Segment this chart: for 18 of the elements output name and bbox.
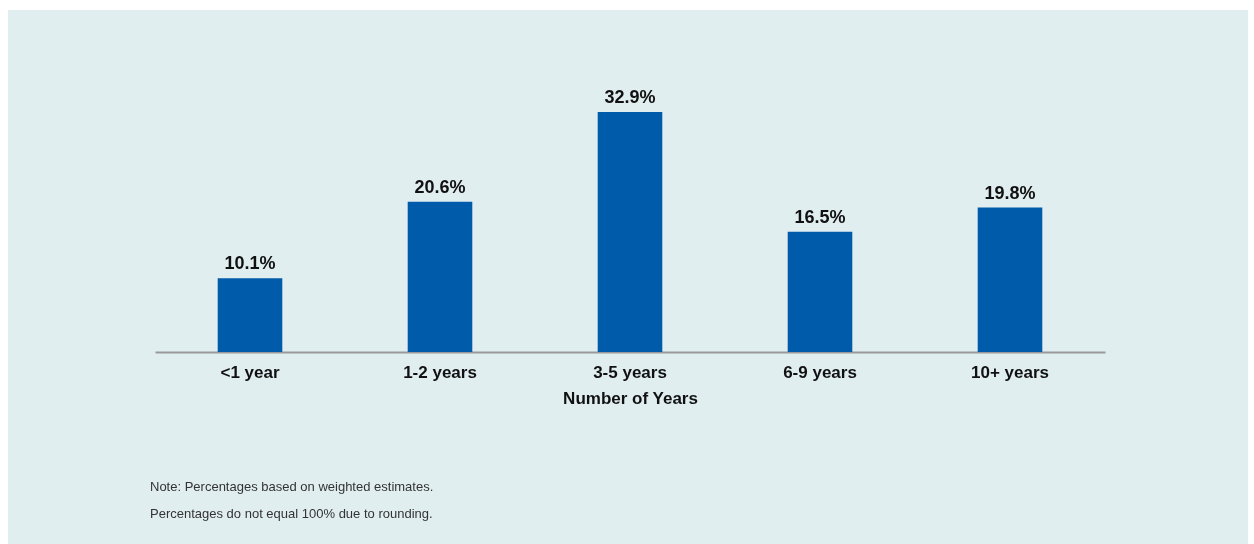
- bar: [787, 231, 853, 352]
- data-label: 20.6%: [414, 176, 466, 197]
- bar: [597, 112, 663, 352]
- data-label: 32.9%: [604, 87, 656, 107]
- bar: [977, 207, 1043, 352]
- bar: [217, 278, 283, 352]
- text: Percentages do not equal 100% due to rounding.: [150, 505, 434, 523]
- x-tick-label: 10+ years: [971, 362, 1049, 382]
- x-tick-label: 3-5 years: [593, 362, 667, 382]
- x-tick-label: 6-9 years: [783, 362, 857, 382]
- bar: [407, 201, 473, 352]
- x-tick-label: <1 year: [220, 362, 280, 382]
- text: Note: Percentages based on weighted estimates.: [150, 478, 434, 496]
- x-axis-title: Number of Years: [563, 388, 698, 408]
- data-label: 10.1%: [224, 253, 276, 274]
- data-label: 19.8%: [984, 182, 1036, 203]
- data-label: 16.5%: [794, 206, 846, 227]
- x-tick-label: 1-2 years: [403, 362, 477, 382]
